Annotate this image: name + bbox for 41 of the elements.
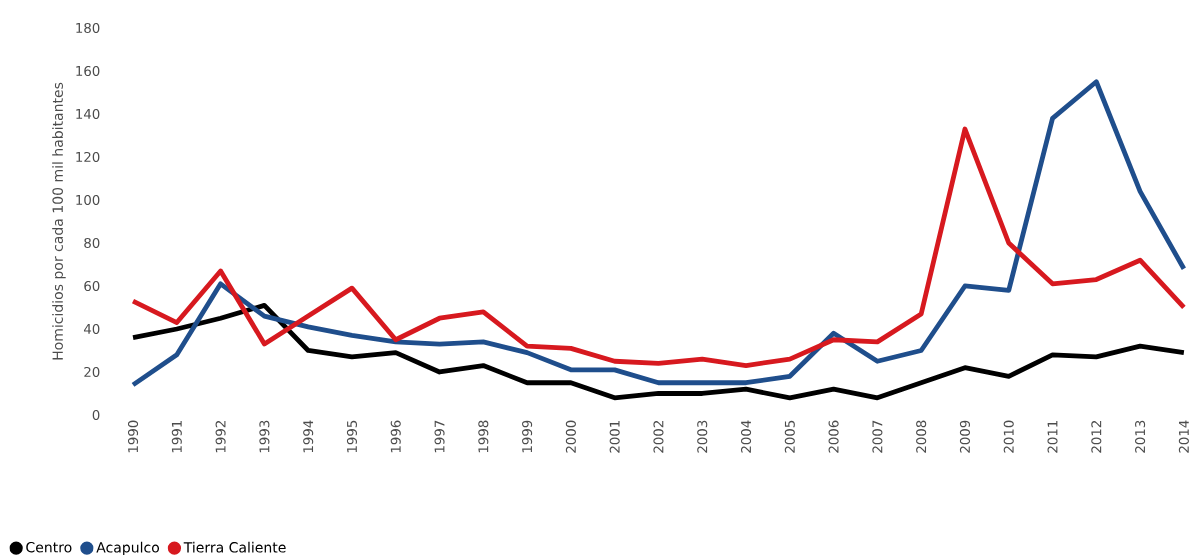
x-tick-label: 2005 xyxy=(784,420,795,453)
y-tick-label: 20 xyxy=(84,366,100,378)
x-tick-label: 2000 xyxy=(565,420,576,453)
line-series xyxy=(130,126,1187,368)
y-tick-label: 120 xyxy=(76,151,100,163)
x-tick-label: 2007 xyxy=(872,420,883,453)
y-tick-label: 100 xyxy=(76,194,100,206)
y-tick-label: 160 xyxy=(76,65,100,77)
x-tick-label: 2012 xyxy=(1091,421,1102,453)
y-tick-label: 40 xyxy=(83,323,100,335)
x-tick-label: 1997 xyxy=(434,420,445,453)
x-tick-label: 1991 xyxy=(171,420,182,453)
y-tick-label: 0 xyxy=(92,409,100,421)
x-tick-label: 2002 xyxy=(653,421,664,453)
x-tick-label: 2008 xyxy=(916,420,927,453)
x-tick-label: 1998 xyxy=(478,420,489,453)
x-tick-label: 1993 xyxy=(259,420,270,453)
x-tick-label: 2009 xyxy=(959,420,970,453)
x-tick-label: 1995 xyxy=(346,420,357,453)
x-tick-label: 2011 xyxy=(1047,420,1058,453)
x-tick-label: 1990 xyxy=(127,420,139,453)
x-tick-label: 2006 xyxy=(828,420,839,453)
x-tick-label: 1992 xyxy=(215,421,226,453)
x-tick-label: 1999 xyxy=(522,420,533,453)
x-tick-label: 2001 xyxy=(609,420,620,453)
y-tick-label: 60 xyxy=(84,280,100,292)
legend-label: Tierra Caliente xyxy=(183,541,286,553)
x-tick-label: 1996 xyxy=(390,420,401,453)
x-tick-label: 1994 xyxy=(303,420,314,453)
x-tick-label: 2003 xyxy=(697,420,708,453)
y-axis-title: Homicidios por cada 100 mil habitantes xyxy=(52,82,66,360)
x-tick-label: 2010 xyxy=(1003,420,1014,453)
x-tick-label: 2014 xyxy=(1178,420,1189,453)
line-series xyxy=(130,302,1187,401)
y-tick-label: 180 xyxy=(76,22,100,34)
y-tick-label: 140 xyxy=(76,108,100,120)
x-tick-label: 2004 xyxy=(740,420,752,453)
legend-label: Centro xyxy=(26,541,72,553)
x-tick-label: 2013 xyxy=(1135,420,1146,453)
legend-label: Acapulco xyxy=(96,541,160,555)
y-tick-label: 80 xyxy=(84,237,100,249)
